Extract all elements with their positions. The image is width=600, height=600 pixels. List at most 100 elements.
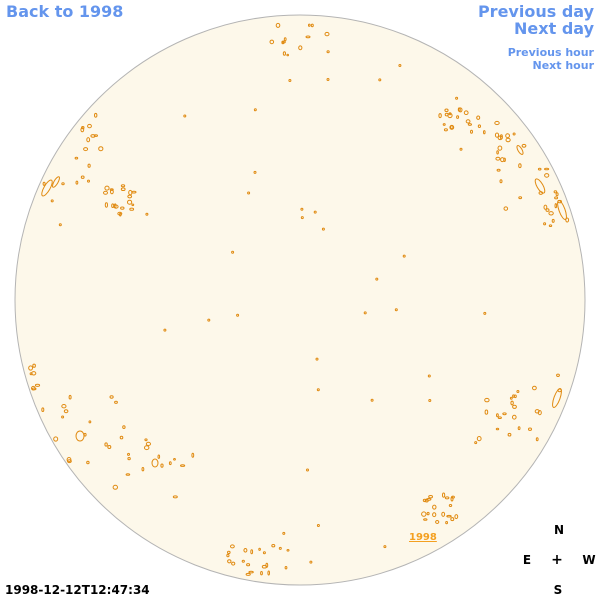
previous-hour-link[interactable]: Previous hour (507, 46, 594, 59)
contour-mark (250, 549, 254, 555)
next-hour-link[interactable]: Next hour (532, 59, 595, 72)
contour-mark (428, 495, 434, 499)
contour-mark (282, 51, 286, 56)
contour-mark (551, 218, 555, 223)
compass-north: N (553, 523, 565, 537)
contour-mark (315, 357, 319, 361)
contour-mark (507, 432, 512, 437)
contour-mark (484, 409, 489, 415)
contour-mark (306, 468, 309, 472)
back-to-year-link[interactable]: Back to 1998 (6, 2, 124, 21)
contour-mark (402, 254, 406, 258)
contour-mark (243, 548, 248, 553)
contour-mark (398, 64, 402, 67)
contour-mark (543, 204, 548, 210)
contour-mark (499, 179, 503, 184)
contour-mark (298, 45, 303, 51)
contour-mark (512, 404, 517, 409)
contour-mark (456, 115, 460, 119)
contour-mark (448, 112, 452, 116)
contour-mark (495, 156, 501, 161)
contour-mark (516, 145, 524, 155)
contour-mark (253, 108, 257, 112)
contour-mark (305, 35, 311, 39)
contour-mark (316, 524, 320, 527)
contour-mark (80, 127, 85, 133)
contour-mark (66, 457, 72, 463)
contour-mark (432, 504, 437, 510)
contour-mark (32, 363, 36, 368)
contour-mark (168, 461, 172, 466)
compass-south: S (553, 583, 563, 597)
contour-mark (483, 311, 487, 315)
contour-mark (451, 495, 455, 499)
contour-mark (326, 50, 330, 54)
contour-mark (518, 163, 522, 169)
contour-mark (441, 511, 446, 517)
contour-mark (454, 514, 459, 520)
contour-mark (446, 514, 452, 518)
contour-mark (226, 553, 230, 558)
contour-mark (497, 416, 502, 420)
contour-mark (160, 463, 164, 468)
contour-mark (534, 409, 540, 414)
contour-mark (119, 212, 122, 217)
contour-mark (554, 196, 559, 200)
contour-mark (370, 398, 374, 402)
contour-mark (545, 208, 550, 212)
contour-mark (309, 560, 313, 564)
contour-mark (86, 137, 91, 143)
contour-mark (128, 189, 133, 196)
contour-mark (278, 546, 282, 550)
contour-mark (207, 318, 211, 322)
contour-mark (448, 504, 453, 507)
contour-mark (503, 206, 509, 211)
contour-mark (543, 222, 547, 226)
contour-mark (444, 496, 450, 500)
contour-mark (444, 108, 449, 113)
contour-mark (363, 311, 367, 315)
contour-mark (286, 549, 290, 552)
contour-mark (29, 372, 33, 376)
contour-mark (537, 167, 542, 171)
contour-mark (131, 203, 135, 207)
contour-mark (104, 202, 109, 208)
contour-mark (63, 409, 69, 414)
contour-mark (476, 115, 481, 120)
contour-mark (120, 184, 126, 188)
magnetic-contours (28, 22, 570, 576)
contour-mark (61, 182, 65, 186)
contour-mark (93, 134, 99, 137)
contour-mark (120, 187, 126, 191)
contour-mark (114, 400, 118, 404)
contour-mark (61, 404, 67, 409)
contour-mark (449, 124, 455, 130)
contour-mark (494, 120, 500, 126)
contour-mark (483, 130, 486, 135)
contour-mark (144, 445, 150, 451)
previous-day-link[interactable]: Previous day (477, 2, 594, 21)
contour-mark (548, 224, 553, 227)
contour-mark (513, 394, 517, 399)
contour-mark (183, 114, 187, 118)
contour-mark (227, 559, 232, 564)
contour-mark (288, 79, 292, 82)
year-marker-link[interactable]: 1998 (409, 532, 437, 543)
contour-mark (260, 571, 263, 576)
contour-mark (509, 396, 513, 400)
next-day-link[interactable]: Next day (514, 19, 594, 38)
contour-mark (127, 199, 133, 205)
contour-mark (428, 399, 432, 402)
contour-mark (300, 207, 304, 211)
contour-mark (144, 438, 148, 442)
contour-mark (68, 394, 72, 400)
contour-mark (41, 407, 45, 413)
contour-mark (308, 23, 311, 27)
contour-mark (552, 388, 562, 408)
contour-mark (421, 511, 427, 517)
contour-mark (494, 132, 500, 138)
contour-mark (258, 547, 261, 551)
contour-mark (512, 132, 516, 136)
contour-mark (459, 147, 463, 151)
solar-disk (14, 14, 586, 586)
